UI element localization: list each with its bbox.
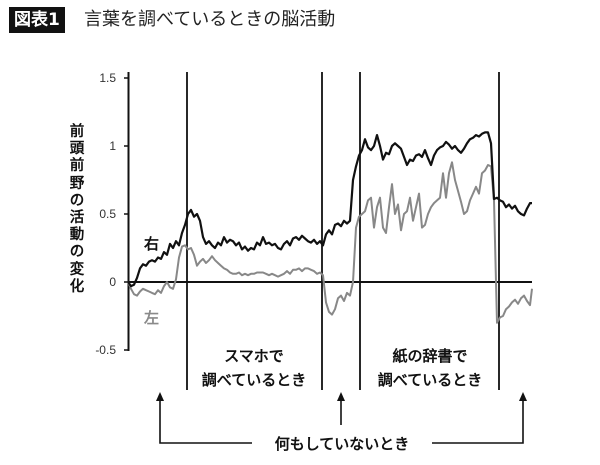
y-tick-label: 0.5: [99, 207, 116, 221]
paper-phase-label-line1: 紙の辞書で: [392, 347, 467, 365]
y-axis-ticks: 1.5 1 0.5 0 -0.5: [95, 71, 129, 357]
arrow-up-icon: [156, 392, 164, 401]
y-tick-label: -0.5: [95, 343, 116, 357]
series-right-line: [127, 131, 532, 288]
y-tick-label: 1: [109, 139, 116, 153]
arrowheads: [156, 392, 527, 401]
legend-right-label: 右: [144, 235, 159, 253]
series-left-line: [127, 161, 533, 324]
idle-phase-label: 何もしていないとき: [275, 435, 410, 453]
idle-bracket: [159, 398, 524, 444]
arrow-up-icon: [337, 392, 345, 401]
y-axis-label: 前 頭 前 野 の 活 動 の 変 化: [69, 124, 85, 295]
y-tick-label: 0: [109, 275, 116, 289]
y-tick-label: 1.5: [99, 71, 116, 85]
paper-phase-label-line2: 調べているとき: [378, 371, 482, 389]
phone-phase-label-line1: スマホで: [224, 347, 284, 365]
phone-phase-label-line2: 調べているとき: [202, 371, 306, 389]
chart-title: 言葉を調べているときの脳活動: [84, 9, 336, 30]
figure-number-badge: 図表1: [9, 7, 65, 33]
legend-left-label: 左: [143, 309, 159, 327]
phase-dividers: [186, 72, 500, 390]
arrow-up-icon: [519, 392, 527, 401]
